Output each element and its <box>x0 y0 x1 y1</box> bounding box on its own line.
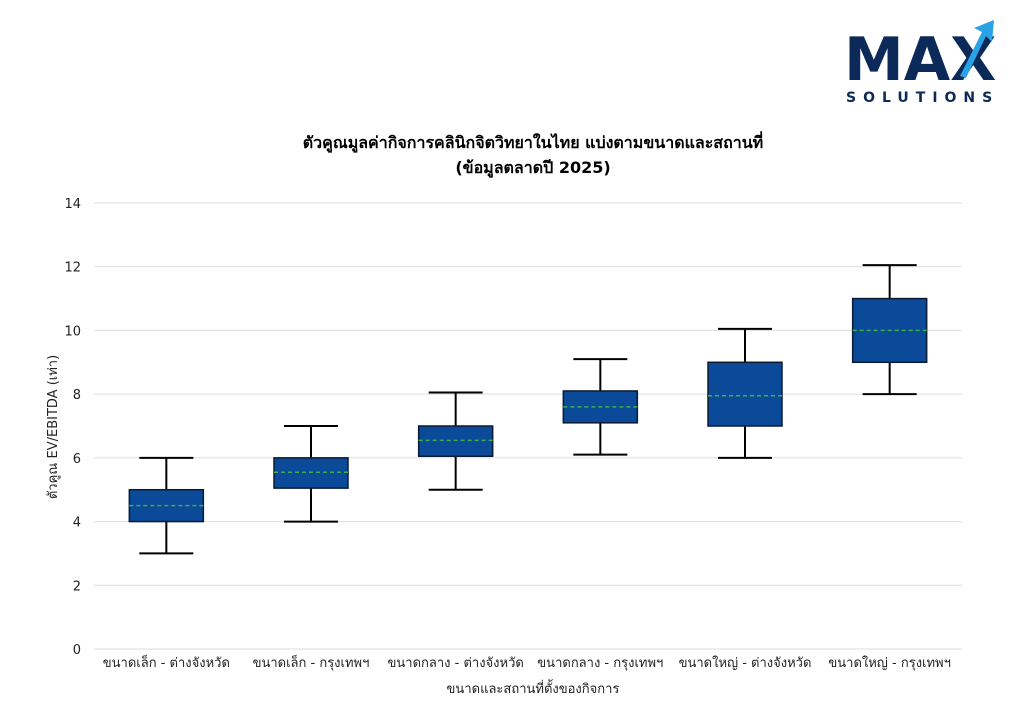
x-tick-label: ขนาดกลาง - ต่างจังหวัด <box>388 656 524 671</box>
x-tick-label: ขนาดเล็ก - กรุงเทพฯ <box>253 653 370 671</box>
y-tick-label: 4 <box>73 516 81 531</box>
box-iqr <box>273 457 349 489</box>
y-axis-ticks: 0 2 4 6 8 10 12 14 <box>64 197 81 658</box>
y-tick-label: 0 <box>73 643 81 658</box>
x-tick-label: ขนาดเล็ก - ต่างจังหวัด <box>103 653 230 671</box>
x-tick-label: ขนาดใหญ่ - กรุงเทพฯ <box>828 655 951 671</box>
chart-title-line-1: ตัวคูณมูลค่ากิจการคลินิกจิตวิทยาในไทย แบ… <box>303 131 763 154</box>
y-axis-label: ตัวคูณ EV/EBITDA (เท่า) <box>46 355 61 499</box>
box-iqr <box>417 425 494 458</box>
box-iqr <box>707 361 783 427</box>
chart-title: ตัวคูณมูลค่ากิจการคลินิกจิตวิทยาในไทย แบ… <box>303 131 763 179</box>
box-group <box>128 456 205 555</box>
y-tick-label: 12 <box>64 261 81 276</box>
logo-subtitle: SOLUTIONS <box>846 90 999 106</box>
box-series <box>128 264 928 555</box>
x-axis-label: ขนาดและสถานที่ตั้งของกิจการ <box>447 679 620 697</box>
y-tick-label: 8 <box>73 388 81 403</box>
grid-lines <box>94 202 962 650</box>
chart-title-line-2: (ข้อมูลตลาดปี 2025) <box>455 158 610 179</box>
box-iqr <box>128 488 205 523</box>
max-solutions-logo: MAX SOLUTIONS <box>844 20 999 106</box>
x-tick-label: ขนาดใหญ่ - ต่างจังหวัด <box>679 655 812 671</box>
y-tick-label: 2 <box>73 579 81 594</box>
x-axis-ticks: ขนาดเล็ก - ต่างจังหวัด ขนาดเล็ก - กรุงเทพ… <box>103 653 951 671</box>
box-group <box>273 425 349 523</box>
box-group <box>562 358 639 456</box>
box-group <box>417 391 494 491</box>
logo-arrow-icon <box>960 20 994 78</box>
box-group <box>707 327 783 459</box>
y-tick-label: 14 <box>64 197 81 212</box>
x-tick-label: ขนาดกลาง - กรุงเทพฯ <box>537 656 663 671</box>
box-group <box>851 264 928 396</box>
y-tick-label: 10 <box>64 324 81 339</box>
y-tick-label: 6 <box>73 452 81 467</box>
